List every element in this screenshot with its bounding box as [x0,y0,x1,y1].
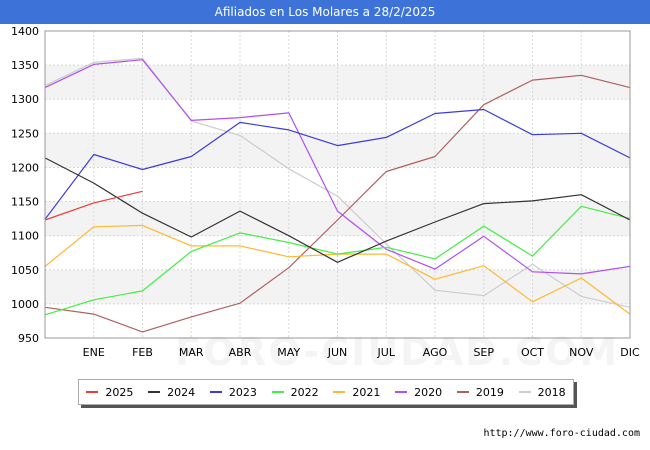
y-tick-label: 1000 [11,298,39,311]
x-tick-label: JUL [377,346,396,359]
plot-band [45,133,630,168]
legend-item-2020: 2020 [395,386,442,399]
legend-swatch [518,391,531,393]
x-tick-label: JUN [327,346,348,359]
series-line-2019 [44,74,631,333]
legend-item-2024: 2024 [148,386,195,399]
y-tick-label: 1400 [11,25,39,38]
watermark: FORO-CIUDAD.COM [175,330,619,374]
legend-label: 2019 [475,385,504,399]
source-link[interactable]: http://www.foro-ciudad.com [483,428,640,439]
legend: 2025 2024 2023 2022 2021 2020 2019 2018 [78,379,574,405]
series-line-2025 [44,190,143,221]
x-tick-label: NOV [569,346,594,359]
legend-swatch [395,391,408,393]
x-tick-label: MAY [277,346,300,359]
y-tick-label: 1350 [11,59,39,72]
legend-item-2018: 2018 [518,385,566,399]
plot-band [45,65,630,100]
x-tick-label: MAR [179,346,204,359]
series-lines [44,57,631,333]
x-axis-ticks: ENE FEB MAR ABR MAY JUN JUL AGO SEP OCT NOV DIC [83,346,640,359]
series-line-2018 [44,57,631,308]
y-tick-label: 1150 [11,196,39,209]
series-line-2024 [44,157,631,263]
y-tick-label: 950 [18,332,39,345]
x-tick-label: SEP [473,346,494,359]
legend-label: 2018 [537,385,566,399]
x-tick-label: ABR [229,346,252,359]
y-tick-label: 1200 [11,161,39,174]
legend-item-2021: 2021 [333,386,380,399]
chart-title: Afiliados en Los Molares a 28/2/2025 [0,0,650,24]
plot-frame [44,30,631,339]
legend-label: 2022 [290,385,319,399]
series-line-2020 [44,59,631,275]
legend-swatch [86,391,99,393]
legend-item-2022: 2022 [271,385,319,399]
legend-swatch [456,391,469,393]
x-tick-label: DIC [620,346,640,359]
plot-band [45,269,630,304]
y-tick-label: 1100 [11,230,39,243]
legend-item-2019: 2019 [456,385,504,399]
x-tick-label: ENE [83,346,105,359]
x-tick-label: FEB [132,346,153,359]
legend-label: 2023 [228,385,257,399]
legend-label: 2021 [352,385,381,399]
series-line-2023 [44,108,631,220]
y-tick-label: 1250 [11,127,39,140]
x-tick-label: AGO [423,346,448,359]
legend-label: 2025 [105,385,134,399]
legend-swatch [271,391,284,393]
y-axis-ticks: 950 1000 1050 1100 1150 1200 1250 1300 1350 1400 [11,25,39,345]
legend-label: 2020 [414,385,443,399]
series-line-2022 [44,205,631,316]
legend-swatch [209,391,222,393]
legend-label: 2024 [167,385,196,399]
x-tick-label: OCT [521,346,544,359]
y-tick-label: 1050 [11,264,39,277]
legend-swatch [148,391,161,393]
y-tick-label: 1300 [11,93,39,106]
legend-swatch [333,391,346,393]
legend-item-2025: 2025 [86,386,133,399]
legend-item-2023: 2023 [209,385,257,399]
